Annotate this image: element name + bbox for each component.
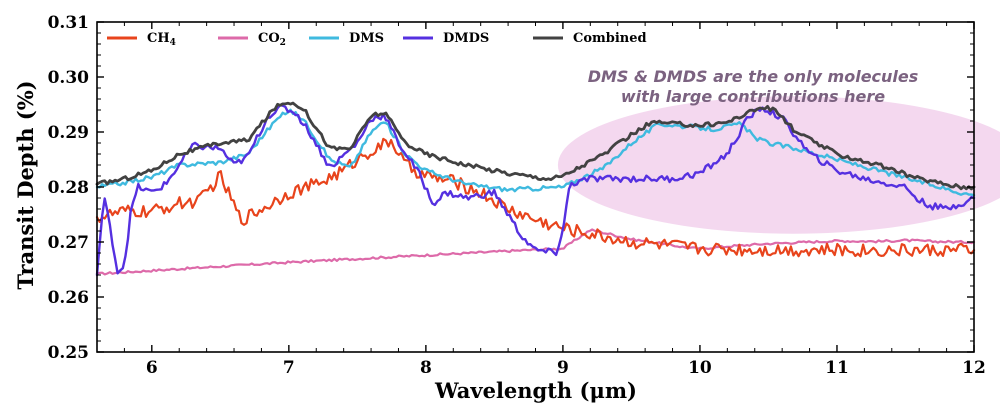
legend-label-dmds: DMDS: [443, 31, 489, 46]
x-axis-label: Wavelength (μm): [434, 378, 637, 403]
y-tick-label: 0.26: [48, 288, 89, 308]
y-tick-label: 0.29: [48, 123, 89, 143]
x-tick-label: 12: [962, 358, 986, 378]
annotation-layer: [557, 96, 1000, 234]
legend-label-co2: CO2: [258, 31, 286, 48]
y-axis-label: Transit Depth (%): [13, 80, 38, 289]
y-tick-label: 0.30: [48, 68, 90, 88]
series-line-dms: [95, 108, 976, 197]
series-line-ch4: [95, 137, 976, 258]
annotation-ellipse: [557, 96, 1000, 234]
legend: CH4 CO2 DMS DMDS Combined: [107, 31, 647, 48]
annotation-line: with large contributions here: [621, 87, 885, 106]
y-tick-label: 0.27: [48, 233, 89, 253]
axis-layer: 6 7 8 9 10 11 12 0.25 0.26 0.27 0.28 0.29 0.30 0.31: [48, 13, 986, 378]
annotation-line: DMS & DMDS are the only molecules: [588, 67, 919, 86]
x-tick-label: 8: [420, 358, 432, 378]
y-tick-label: 0.28: [48, 178, 89, 198]
legend-label-combined: Combined: [573, 31, 647, 46]
x-tick-label: 7: [283, 358, 295, 378]
x-tick-label: 9: [557, 358, 569, 378]
legend-label-dms: DMS: [349, 31, 384, 46]
series-layer: [95, 101, 976, 277]
x-tick-label: 10: [688, 358, 712, 378]
y-tick-label: 0.31: [48, 13, 89, 33]
x-tick-label: 11: [825, 358, 849, 378]
series-line-dmds: [95, 103, 976, 277]
y-tick-label: 0.25: [48, 343, 89, 363]
series-line-combined: [95, 101, 976, 191]
x-tick-label: 6: [146, 358, 158, 378]
legend-label-ch4: CH4: [147, 31, 176, 48]
